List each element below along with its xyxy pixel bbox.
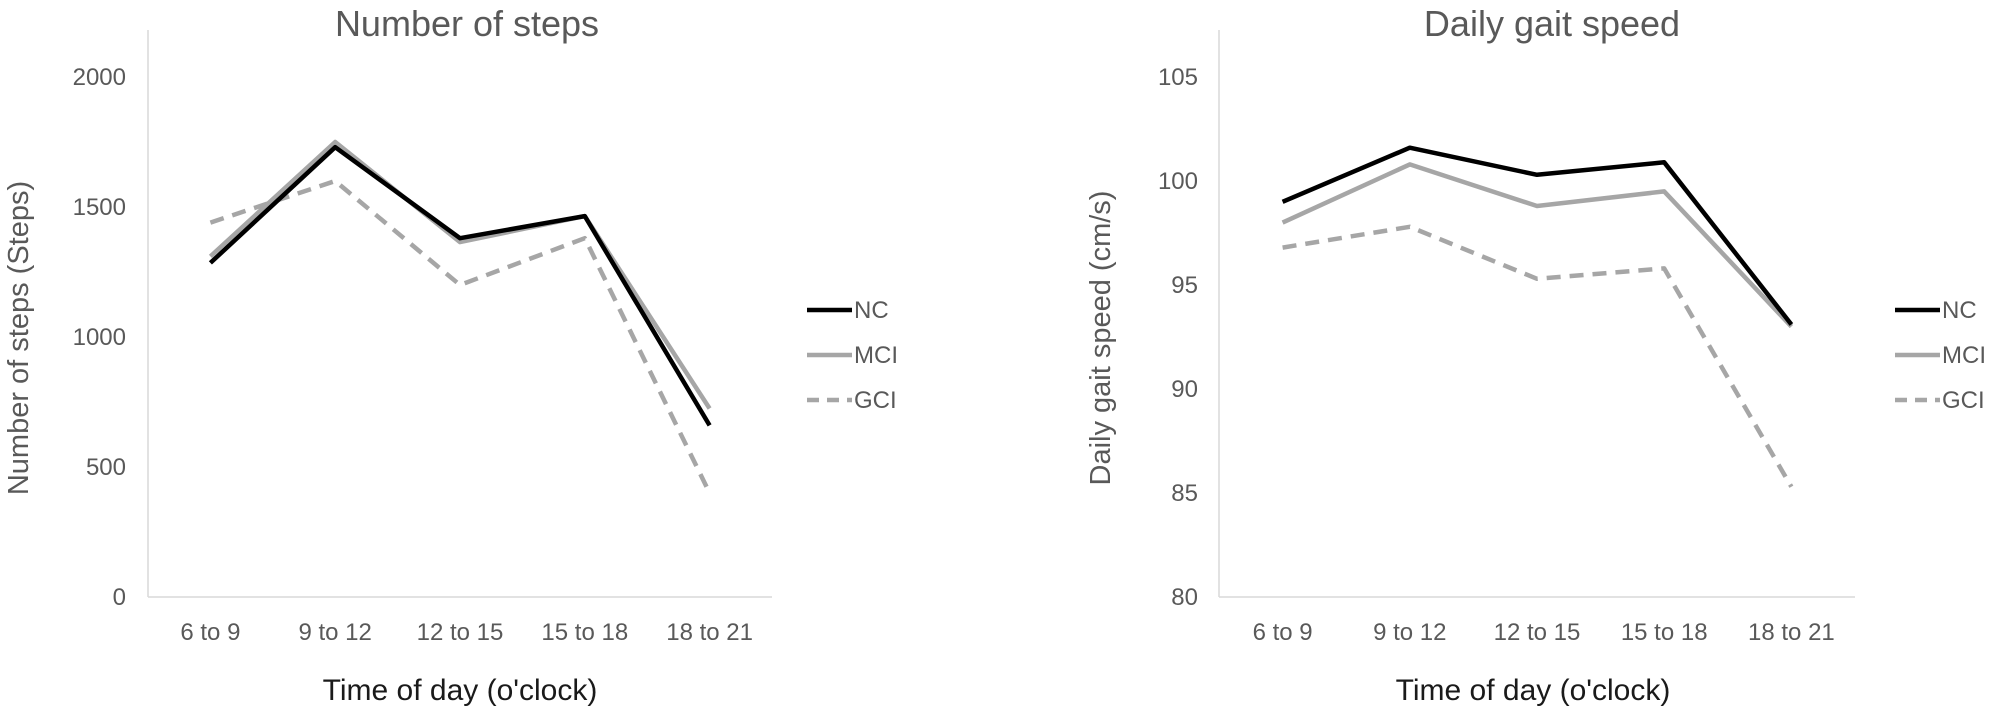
legend-label-mci: MCI [854, 342, 898, 369]
y-tick-label: 95 [1171, 272, 1198, 299]
y-axis-title: Daily gait speed (cm/s) [1085, 191, 1117, 486]
chart-steps: Number of steps Number of steps (Steps) … [3, 3, 898, 707]
y-tick-label: 85 [1171, 480, 1198, 507]
x-axis-title: Time of day (o'clock) [1396, 674, 1671, 707]
x-tick-label: 6 to 9 [1253, 619, 1313, 646]
legend-label-nc: NC [854, 297, 889, 324]
y-tick-label: 2000 [73, 64, 126, 91]
y-tick-label: 1500 [73, 194, 126, 221]
x-tick-label: 12 to 15 [1494, 619, 1581, 646]
y-axis-title: Number of steps (Steps) [3, 181, 35, 495]
plot-area: 0 500 1000 1500 2000 6 to 9 9 to 12 12 to 15 15 … [73, 30, 898, 646]
x-tick-label: 15 to 18 [541, 619, 628, 646]
legend-label-gci: GCI [854, 387, 897, 414]
series-line-gci [1282, 224, 1794, 488]
x-tick-label: 15 to 18 [1621, 619, 1708, 646]
x-tick-label: 18 to 21 [1748, 619, 1835, 646]
series-line-gci [209, 178, 712, 494]
series-line-nc [1281, 145, 1794, 326]
y-tick-label: 90 [1171, 376, 1198, 403]
series-line-mci [1281, 162, 1794, 329]
legend-label-mci: MCI [1942, 342, 1986, 369]
x-axis-title: Time of day (o'clock) [323, 674, 598, 707]
x-tick-label: 18 to 21 [666, 619, 753, 646]
y-tick-label: 80 [1171, 584, 1198, 611]
y-tick-label: 105 [1158, 64, 1198, 91]
y-tick-label: 100 [1158, 168, 1198, 195]
series-line-mci [208, 139, 712, 410]
y-tick-label: 0 [113, 584, 126, 611]
legend-label-gci: GCI [1942, 387, 1985, 414]
chart-title: Daily gait speed [1424, 3, 1680, 44]
chart-title: Number of steps [335, 3, 599, 44]
x-tick-label: 6 to 9 [180, 619, 240, 646]
plot-area: 80 85 90 95 100 105 6 to 9 9 to 12 12 to 15 15 to… [1158, 30, 1986, 646]
x-tick-label: 9 to 12 [1373, 619, 1446, 646]
chart-gait-speed: Daily gait speed Daily gait speed (cm/s)… [1085, 3, 1986, 707]
y-tick-label: 1000 [73, 324, 126, 351]
y-tick-label: 500 [86, 454, 126, 481]
x-tick-label: 9 to 12 [298, 619, 371, 646]
legend-label-nc: NC [1942, 297, 1977, 324]
series-line-nc [208, 144, 712, 427]
x-tick-label: 12 to 15 [417, 619, 504, 646]
